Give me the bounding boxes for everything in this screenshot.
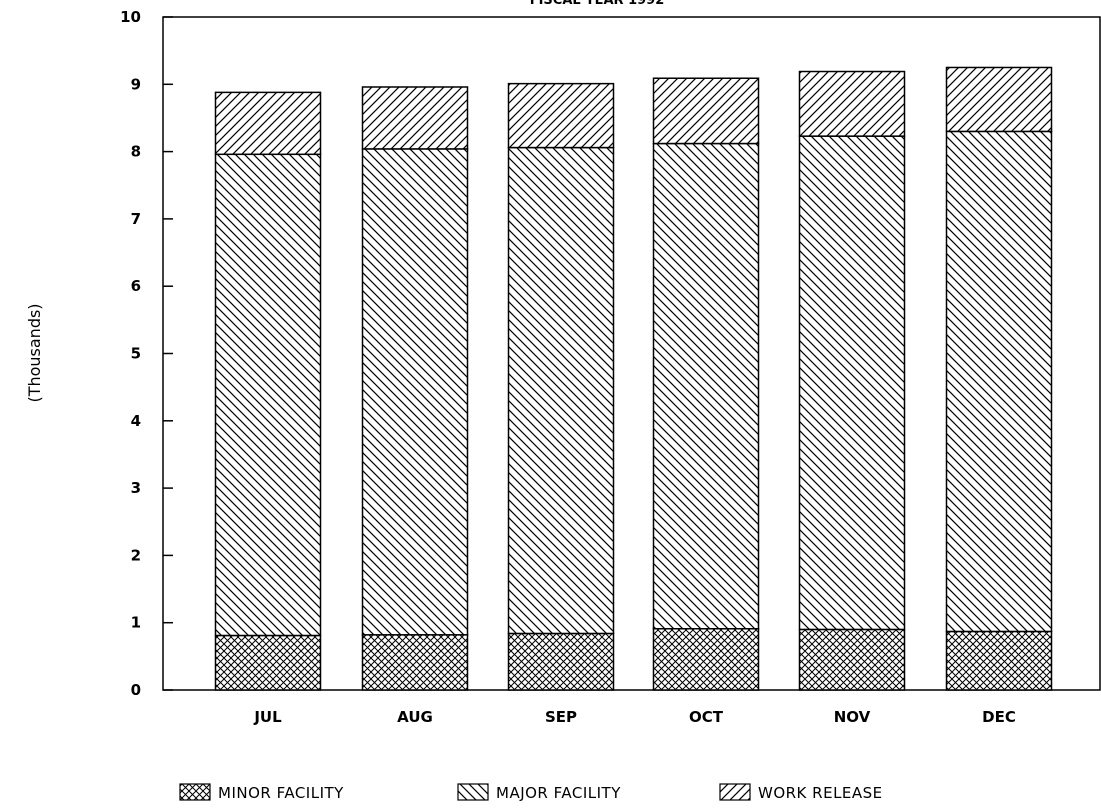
y-tick-label: 4: [131, 412, 141, 430]
legend-swatch: [457, 783, 489, 801]
legend-label: WORK RELEASE: [758, 784, 883, 802]
bar-segment-minor-facility-jul: [214, 634, 322, 691]
bar-segment-work-release-oct: [652, 77, 760, 145]
x-category-label: SEP: [545, 708, 577, 726]
y-tick-label: 0: [131, 681, 141, 699]
y-tick-label: 8: [131, 143, 141, 161]
bar-segment-major-facility-oct: [652, 142, 760, 630]
y-tick-label: 5: [131, 345, 141, 363]
x-category-label: NOV: [834, 708, 871, 726]
legend-label: MINOR FACILITY: [218, 784, 344, 802]
y-tick-label: 9: [131, 75, 141, 93]
y-tick-label: 3: [131, 479, 141, 497]
x-category-label: DEC: [982, 708, 1016, 726]
legend: MINOR FACILITY MAJOR FACILITY WORK RELEASE: [179, 783, 883, 802]
bar-segment-work-release-nov: [798, 70, 906, 137]
bar-segment-major-facility-sep: [507, 146, 615, 635]
chart-title: FISCAL YEAR 1992: [530, 0, 665, 8]
x-axis: JUL AUG SEP OCT NOV DEC: [253, 708, 1016, 726]
bar-segment-minor-facility-nov: [798, 628, 906, 691]
legend-label: MAJOR FACILITY: [496, 784, 621, 802]
bar-segment-major-facility-nov: [798, 135, 906, 631]
bar-segment-minor-facility-sep: [507, 632, 615, 691]
y-tick-label: 6: [131, 277, 141, 295]
bar-segment-work-release-sep: [507, 82, 615, 149]
bar-segment-work-release-jul: [214, 91, 322, 156]
legend-swatch: [719, 783, 751, 801]
bar-segment-major-facility-dec: [945, 130, 1053, 633]
bar-segment-major-facility-jul: [214, 153, 322, 637]
legend-swatch: [179, 783, 211, 801]
bar-segment-major-facility-aug: [361, 148, 469, 636]
y-axis: 0 1 2 3 4 5 6 7 8 9 10: [120, 8, 173, 699]
y-axis-label: (Thousands): [25, 303, 44, 402]
bar-segment-work-release-dec: [945, 66, 1053, 133]
x-category-label: OCT: [689, 708, 724, 726]
y-tick-label: 7: [131, 210, 141, 228]
bar-segment-minor-facility-aug: [361, 634, 469, 691]
y-tick-label: 2: [131, 546, 141, 564]
y-tick-label: 1: [131, 614, 141, 632]
bar-segment-minor-facility-oct: [652, 628, 760, 691]
y-tick-label: 10: [120, 8, 141, 26]
x-category-label: JUL: [253, 708, 282, 726]
bar-segment-minor-facility-dec: [945, 630, 1053, 691]
bars: [214, 66, 1053, 691]
x-category-label: AUG: [397, 708, 433, 726]
bar-segment-work-release-aug: [361, 86, 469, 150]
